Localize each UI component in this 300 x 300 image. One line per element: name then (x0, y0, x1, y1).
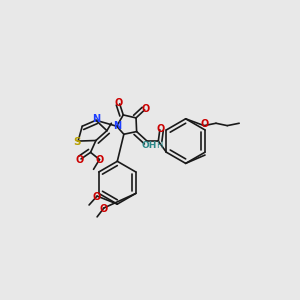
Text: O: O (96, 155, 104, 165)
Text: OH: OH (141, 141, 157, 150)
Text: O: O (201, 119, 209, 129)
Text: O: O (157, 124, 165, 134)
Text: N: N (113, 121, 122, 130)
Text: H: H (156, 141, 162, 150)
Text: O: O (93, 192, 101, 202)
Text: O: O (99, 204, 107, 214)
Text: O: O (115, 98, 123, 108)
Text: N: N (92, 114, 101, 124)
Text: O: O (141, 104, 150, 114)
Text: O: O (76, 154, 84, 164)
Text: S: S (73, 137, 81, 147)
